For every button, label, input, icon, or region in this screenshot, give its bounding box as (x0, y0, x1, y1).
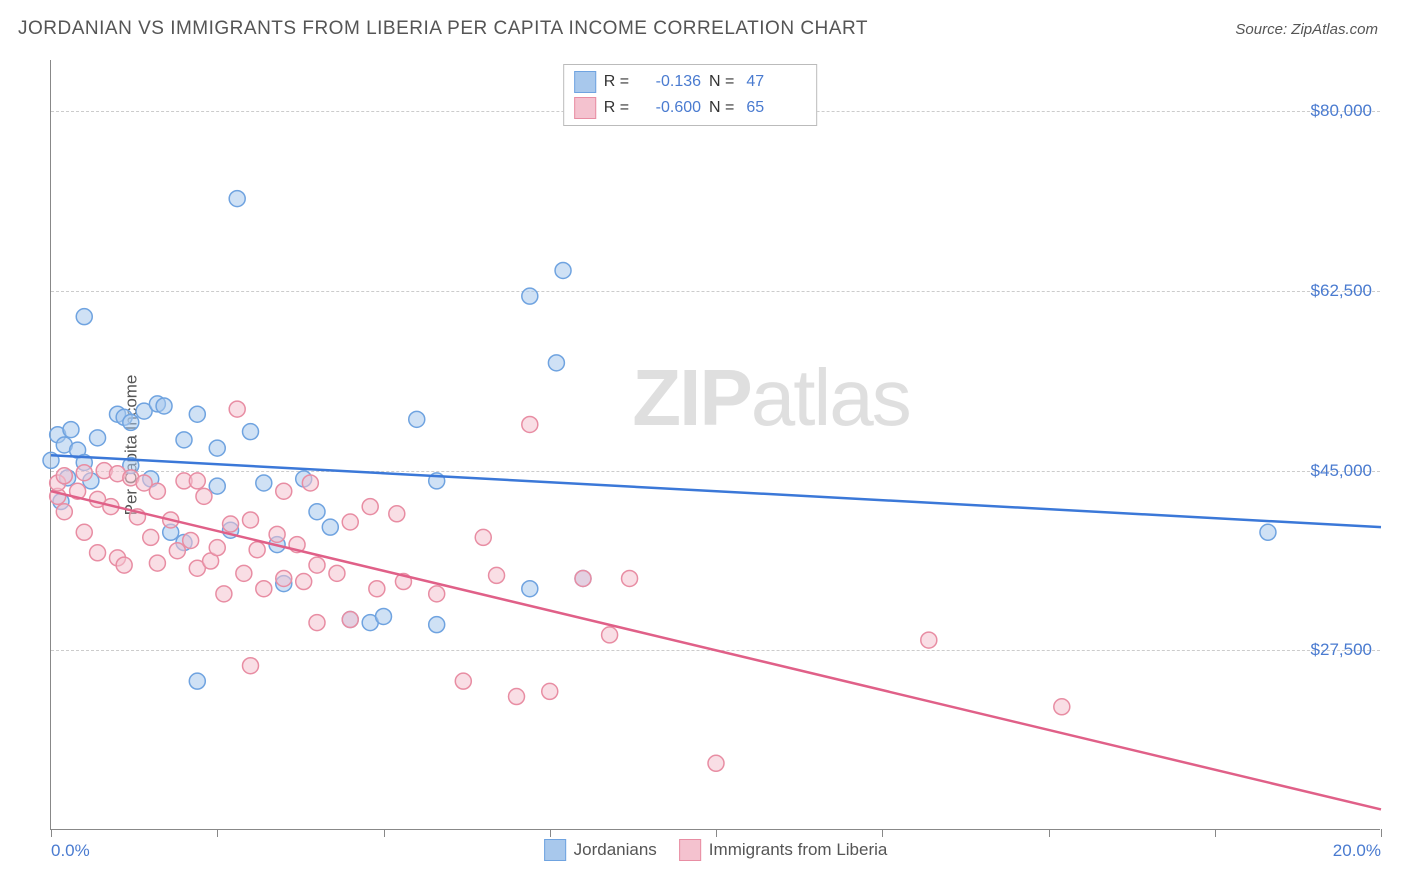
swatch-icon (544, 839, 566, 861)
legend-item: Jordanians (544, 839, 657, 861)
data-point (249, 542, 265, 558)
data-point (548, 355, 564, 371)
data-point (223, 516, 239, 532)
data-point (429, 586, 445, 602)
data-point (329, 565, 345, 581)
data-point (189, 673, 205, 689)
data-point (389, 506, 405, 522)
data-point (236, 565, 252, 581)
data-point (189, 473, 205, 489)
data-point (123, 414, 139, 430)
legend-row: R = -0.136 N = 47 (574, 69, 807, 95)
series-legend: Jordanians Immigrants from Liberia (544, 839, 888, 861)
data-point (216, 586, 232, 602)
data-point (489, 567, 505, 583)
data-point (622, 570, 638, 586)
legend-item: Immigrants from Liberia (679, 839, 888, 861)
data-point (522, 288, 538, 304)
data-point (309, 557, 325, 573)
data-point (342, 612, 358, 628)
data-point (209, 440, 225, 456)
data-point (369, 581, 385, 597)
source-attribution: Source: ZipAtlas.com (1235, 21, 1378, 38)
data-point (63, 422, 79, 438)
data-point (149, 555, 165, 571)
data-point (229, 191, 245, 207)
data-point (276, 483, 292, 499)
data-point (156, 398, 172, 414)
data-point (209, 540, 225, 556)
data-point (189, 406, 205, 422)
correlation-legend: R = -0.136 N = 47 R = -0.600 N = 65 (563, 64, 818, 126)
data-point (542, 683, 558, 699)
data-point (243, 658, 259, 674)
swatch-icon (679, 839, 701, 861)
data-point (429, 617, 445, 633)
data-point (209, 478, 225, 494)
data-point (322, 519, 338, 535)
data-point (376, 608, 392, 624)
data-point (243, 512, 259, 528)
chart-plot-area: Per Capita Income $27,500$45,000$62,500$… (50, 60, 1380, 830)
data-point (90, 545, 106, 561)
data-point (602, 627, 618, 643)
x-tick-label: 20.0% (1333, 841, 1381, 861)
data-point (309, 504, 325, 520)
data-point (229, 401, 245, 417)
data-point (90, 430, 106, 446)
data-point (56, 504, 72, 520)
data-point (555, 262, 571, 278)
data-point (1260, 524, 1276, 540)
data-point (302, 475, 318, 491)
data-point (183, 532, 199, 548)
swatch-icon (574, 71, 596, 93)
data-point (143, 529, 159, 545)
data-point (509, 689, 525, 705)
data-point (169, 543, 185, 559)
data-point (296, 574, 312, 590)
x-tick-label: 0.0% (51, 841, 90, 861)
legend-row: R = -0.600 N = 65 (574, 95, 807, 121)
data-point (708, 755, 724, 771)
data-point (522, 581, 538, 597)
data-point (116, 557, 132, 573)
data-point (256, 475, 272, 491)
data-point (455, 673, 471, 689)
chart-title: JORDANIAN VS IMMIGRANTS FROM LIBERIA PER… (18, 18, 868, 40)
header: JORDANIAN VS IMMIGRANTS FROM LIBERIA PER… (0, 0, 1406, 50)
data-point (362, 499, 378, 515)
data-point (56, 468, 72, 484)
data-point (522, 416, 538, 432)
data-point (269, 526, 285, 542)
data-point (921, 632, 937, 648)
swatch-icon (574, 97, 596, 119)
data-point (309, 615, 325, 631)
data-point (76, 465, 92, 481)
data-point (196, 488, 212, 504)
data-point (342, 514, 358, 530)
data-point (76, 309, 92, 325)
data-point (76, 524, 92, 540)
data-point (1054, 699, 1070, 715)
data-point (256, 581, 272, 597)
scatter-svg (51, 60, 1380, 829)
data-point (575, 570, 591, 586)
data-point (276, 570, 292, 586)
data-point (176, 432, 192, 448)
data-point (243, 424, 259, 440)
data-point (409, 411, 425, 427)
data-point (149, 483, 165, 499)
data-point (475, 529, 491, 545)
